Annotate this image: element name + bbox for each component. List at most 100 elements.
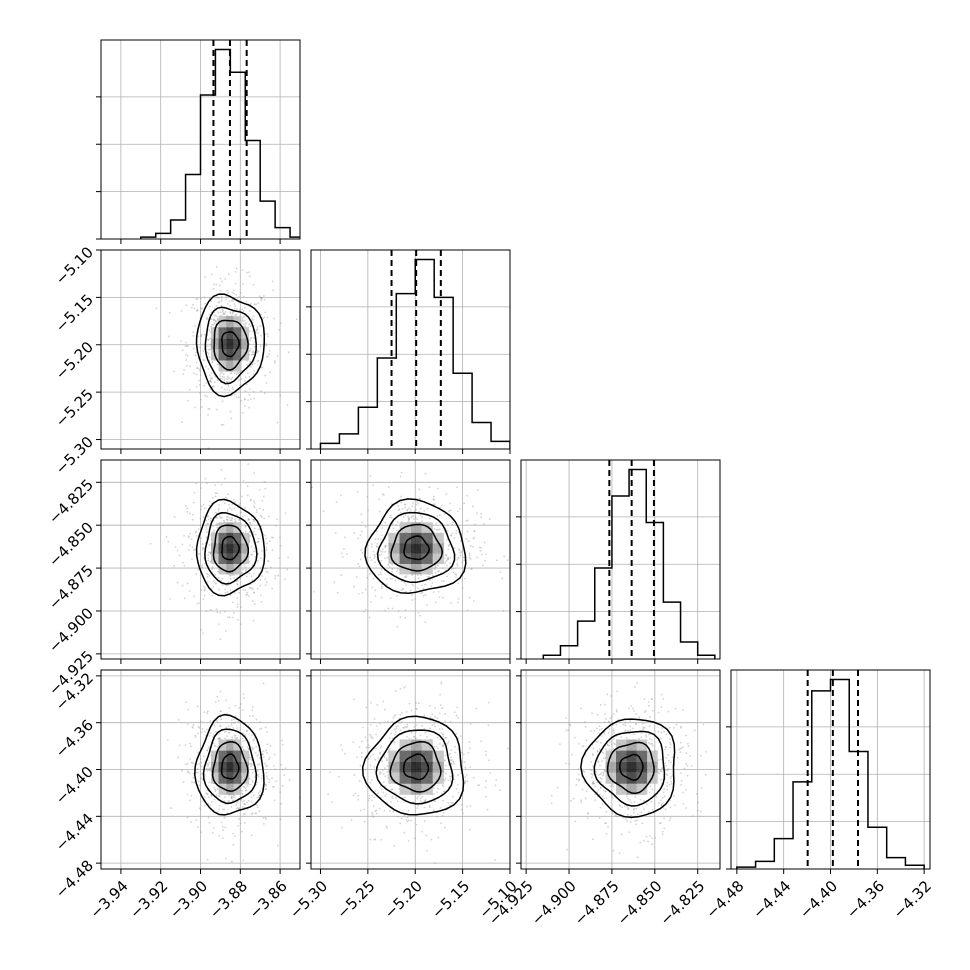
scatter-point (264, 578, 267, 580)
scatter-point (434, 601, 437, 604)
scatter-point (476, 512, 478, 515)
scatter-point (206, 769, 209, 772)
scatter-point (442, 790, 445, 793)
scatter-point (276, 844, 279, 847)
scatter-point (205, 728, 208, 731)
panel-plot-area (521, 460, 720, 659)
scatter-point (214, 573, 217, 576)
scatter-point (257, 360, 260, 362)
scatter-point (215, 794, 218, 797)
scatter-point (279, 818, 282, 821)
scatter-point (479, 549, 482, 552)
scatter-point (256, 774, 259, 777)
scatter-point (411, 515, 414, 518)
scatter-point (261, 753, 264, 756)
scatter-point (599, 806, 602, 809)
scatter-point (340, 574, 343, 576)
scatter-point (259, 325, 262, 327)
density-cell (226, 761, 234, 773)
scatter-point (681, 791, 684, 794)
scatter-point (198, 368, 201, 371)
scatter-point (405, 574, 408, 577)
scatter-point (420, 592, 422, 595)
scatter-point (399, 475, 402, 478)
scatter-point (246, 383, 248, 386)
scatter-point (419, 514, 422, 517)
scatter-point (385, 583, 388, 586)
scatter-point (380, 534, 383, 537)
scatter-point (445, 737, 448, 739)
scatter-point (253, 603, 256, 605)
scatter-point (267, 335, 269, 338)
scatter-point (194, 734, 197, 737)
scatter-point (210, 325, 213, 328)
scatter-point (456, 563, 458, 565)
scatter-point (587, 813, 590, 815)
contour-level-1 (220, 753, 240, 780)
scatter-point (406, 509, 409, 512)
scatter-point (233, 372, 236, 375)
scatter-point (206, 576, 209, 578)
scatter-point (380, 573, 383, 576)
scatter-point (272, 785, 275, 788)
scatter-point (251, 588, 254, 591)
scatter-point (424, 583, 427, 586)
scatter-point (375, 733, 378, 736)
contour-level-3 (204, 512, 258, 585)
scatter-point (205, 524, 207, 526)
scatter-point (464, 768, 467, 770)
scatter-point (227, 377, 230, 379)
scatter-point (371, 813, 374, 816)
scatter-point (421, 516, 423, 519)
y-tick-label-param-2: −5.15 (52, 291, 97, 336)
scatter-point (447, 556, 450, 559)
scatter-point (382, 700, 385, 703)
scatter-point (371, 586, 374, 589)
scatter-point (245, 300, 248, 303)
scatter-point (242, 282, 244, 285)
scatter-point (268, 781, 271, 784)
scatter-point (396, 800, 399, 803)
scatter-point (251, 363, 254, 366)
scatter-point (250, 813, 253, 816)
scatter-point (667, 767, 670, 770)
scatter-point (675, 723, 678, 726)
scatter-point (456, 601, 459, 604)
x-tick-label-param-4: −4.32 (890, 877, 935, 922)
scatter-point (428, 805, 431, 807)
scatter-point (263, 316, 266, 319)
scatter-point (464, 766, 467, 769)
scatter-point (599, 786, 602, 789)
scatter-point (440, 681, 443, 683)
scatter-point (239, 728, 242, 731)
scatter-point (449, 556, 452, 559)
scatter-point (459, 551, 462, 554)
scatter-point (379, 571, 382, 574)
scatter-point (613, 738, 616, 740)
scatter-point (248, 310, 251, 312)
scatter-point (220, 298, 223, 300)
scatter-point (457, 716, 459, 719)
scatter-point (225, 497, 228, 500)
density-cell (226, 553, 234, 564)
scatter-point (334, 532, 337, 535)
scatter-point (201, 772, 203, 775)
scatter-point (238, 707, 241, 709)
scatter-point (700, 787, 703, 790)
scatter-point (550, 802, 553, 805)
scatter-point (565, 848, 568, 851)
scatter-point (213, 798, 216, 801)
scatter-point (407, 517, 410, 520)
scatter-point (264, 788, 267, 791)
scatter-point (429, 517, 431, 520)
scatter-point (472, 600, 475, 603)
scatter-point (227, 273, 230, 276)
scatter-point (643, 840, 645, 842)
density-cell (626, 772, 637, 784)
scatter-point (208, 500, 211, 503)
scatter-point (190, 794, 193, 797)
density-cell (218, 783, 227, 795)
scatter-point (226, 388, 229, 391)
scatter-point (620, 736, 623, 739)
scatter-point (389, 516, 391, 519)
